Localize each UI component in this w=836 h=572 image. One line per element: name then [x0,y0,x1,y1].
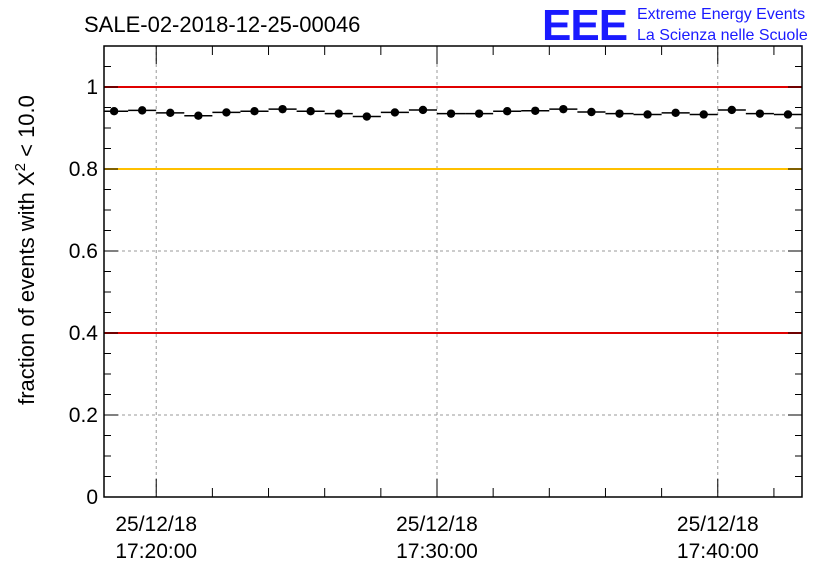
data-point [559,104,568,114]
y-tick-label: 0.4 [69,322,99,345]
eee-logo: EEE Extreme Energy Events La Scienza nel… [542,1,808,50]
y-axis-label-main: fraction of events with X [14,171,39,405]
x-tick-label-time: 17:20:00 [115,540,197,563]
logo-line-1: Extreme Energy Events [637,6,805,23]
x-tick-label-date: 25/12/18 [396,513,478,536]
data-point [446,109,456,118]
data-point [502,106,512,116]
data-point [418,105,428,115]
x-tick-label-time: 17:30:00 [396,540,478,563]
axis-ticks [104,45,802,498]
reference-lines [104,86,802,334]
y-tick-label: 1 [86,76,98,99]
y-axis-label-superscript: 2 [12,163,29,171]
data-point [278,104,287,114]
data-point [615,109,624,118]
data-point [587,107,596,117]
x-tick-label-date: 25/12/18 [115,513,197,536]
data-point [783,110,793,119]
data-point [755,109,765,118]
y-tick-labels: 0 0.2 0.4 0.6 0.8 1 [69,76,99,509]
x-tick-labels: 25/12/18 17:20:00 25/12/18 17:30:00 25/12/18… [115,513,758,563]
data-point [390,108,400,117]
y-tick-label: 0.2 [69,404,98,427]
data-point [334,109,343,118]
y-tick-label: 0 [86,486,98,509]
data-series [104,104,802,121]
x-tick-label-date: 25/12/18 [677,513,759,536]
logo-mark: EEE [542,1,627,50]
data-point [727,105,737,115]
data-point [643,110,652,119]
data-point [250,106,259,116]
data-point [531,106,540,115]
chart-title: SALE-02-2018-12-25-00046 [84,12,360,37]
logo-line-2: La Scienza nelle Scuole [637,27,808,44]
x-tick-label-time: 17:40:00 [677,540,759,563]
data-point [137,106,147,115]
data-point [671,108,680,118]
data-point [222,108,231,117]
y-axis-label: fraction of events with X2 < 10.0 [12,95,39,405]
data-point [166,108,175,118]
y-tick-label: 0.8 [69,158,98,181]
data-point [109,106,119,116]
data-point [474,109,484,118]
y-axis-label-tail: < 10.0 [14,95,39,163]
data-point [362,112,372,121]
y-tick-label: 0.6 [69,240,98,263]
data-point [699,110,708,119]
data-point [194,111,203,120]
data-point [306,106,315,116]
